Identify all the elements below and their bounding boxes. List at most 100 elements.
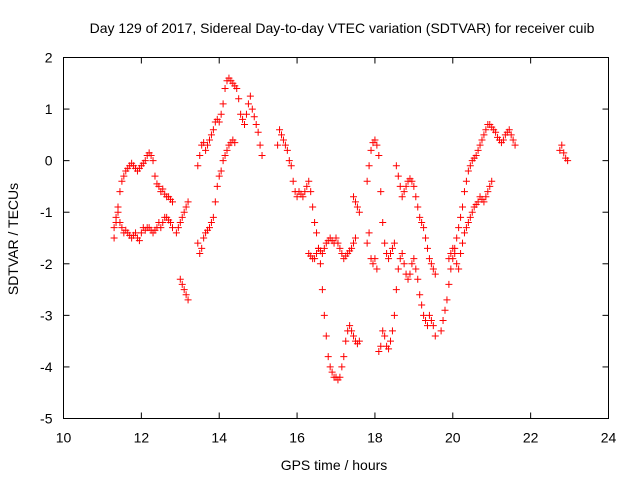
data-point: [217, 167, 225, 175]
data-point: [429, 322, 437, 330]
data-point: [299, 193, 307, 201]
data-point: [509, 136, 517, 144]
data-point: [311, 219, 319, 227]
data-point: [377, 342, 385, 350]
data-point: [215, 118, 223, 126]
x-tick-label: 16: [289, 430, 305, 446]
y-tick-label: -5: [40, 411, 53, 427]
data-point: [274, 141, 282, 149]
data-point: [560, 149, 568, 157]
data-point: [418, 219, 426, 227]
data-point: [482, 126, 490, 134]
series-track-e: [194, 136, 239, 257]
data-point: [373, 265, 381, 273]
data-point: [423, 244, 431, 252]
data-point: [318, 249, 326, 257]
data-point: [390, 311, 398, 319]
data-point: [445, 255, 453, 263]
data-point: [120, 172, 128, 180]
data-point: [353, 203, 361, 211]
data-point: [176, 275, 184, 283]
data-point: [254, 128, 262, 136]
data-point: [439, 317, 447, 325]
data-point: [416, 213, 424, 221]
data-point: [217, 110, 225, 118]
data-point: [375, 151, 383, 159]
data-point: [293, 193, 301, 201]
data-point: [388, 244, 396, 252]
data-point: [252, 121, 260, 129]
data-point: [408, 177, 416, 185]
data-point: [307, 188, 315, 196]
data-point: [231, 139, 239, 147]
data-point: [348, 327, 356, 335]
data-point: [381, 239, 389, 247]
series-track-m: [556, 141, 572, 165]
data-point: [392, 162, 400, 170]
x-tick-label: 14: [211, 430, 227, 446]
data-point: [445, 280, 453, 288]
data-point: [241, 121, 249, 129]
data-point: [410, 255, 418, 263]
data-point: [385, 345, 393, 353]
data-point: [303, 182, 311, 190]
data-point: [320, 244, 328, 252]
data-point: [112, 213, 120, 221]
data-point: [443, 296, 451, 304]
data-point: [499, 136, 507, 144]
data-point: [196, 151, 204, 159]
series-track-l: [445, 177, 496, 273]
x-tick-label: 18: [367, 430, 383, 446]
data-point: [466, 162, 474, 170]
data-point: [233, 84, 241, 92]
data-point: [460, 229, 468, 237]
data-point: [219, 100, 227, 108]
data-point: [556, 146, 564, 154]
data-point: [155, 182, 163, 190]
data-point: [180, 286, 188, 294]
data-point: [431, 332, 439, 340]
data-point: [137, 229, 145, 237]
data-point: [447, 265, 455, 273]
data-point: [118, 224, 126, 232]
data-point: [564, 157, 572, 165]
data-point: [305, 177, 313, 185]
data-point: [348, 244, 356, 252]
data-point: [221, 84, 229, 92]
data-point: [169, 224, 176, 232]
data-point: [338, 249, 346, 257]
data-point: [180, 208, 188, 216]
data-point: [147, 151, 155, 159]
data-point: [369, 260, 377, 268]
x-tick-label: 10: [56, 430, 72, 446]
y-tick-label: -3: [40, 307, 53, 323]
data-point: [256, 141, 264, 149]
data-point: [363, 239, 371, 247]
data-point: [355, 337, 363, 345]
data-point: [350, 332, 358, 340]
data-point: [209, 126, 217, 134]
data-point: [420, 224, 428, 232]
data-point: [207, 219, 215, 227]
data-point: [396, 255, 404, 263]
data-point: [118, 177, 126, 185]
data-point: [451, 249, 459, 257]
data-point: [371, 136, 379, 144]
data-point: [169, 198, 176, 206]
data-point: [350, 239, 358, 247]
data-point: [324, 353, 332, 361]
data-point: [466, 213, 474, 221]
data-point: [392, 286, 400, 294]
data-point: [414, 203, 422, 211]
data-point: [351, 234, 359, 242]
data-point: [406, 270, 414, 278]
data-point: [334, 239, 342, 247]
data-point: [441, 306, 449, 314]
data-point: [377, 188, 385, 196]
data-point: [116, 188, 124, 196]
data-point: [174, 224, 182, 232]
data-point: [114, 208, 122, 216]
data-point: [462, 177, 470, 185]
y-tick-label: 1: [45, 101, 53, 117]
data-point: [342, 337, 350, 345]
